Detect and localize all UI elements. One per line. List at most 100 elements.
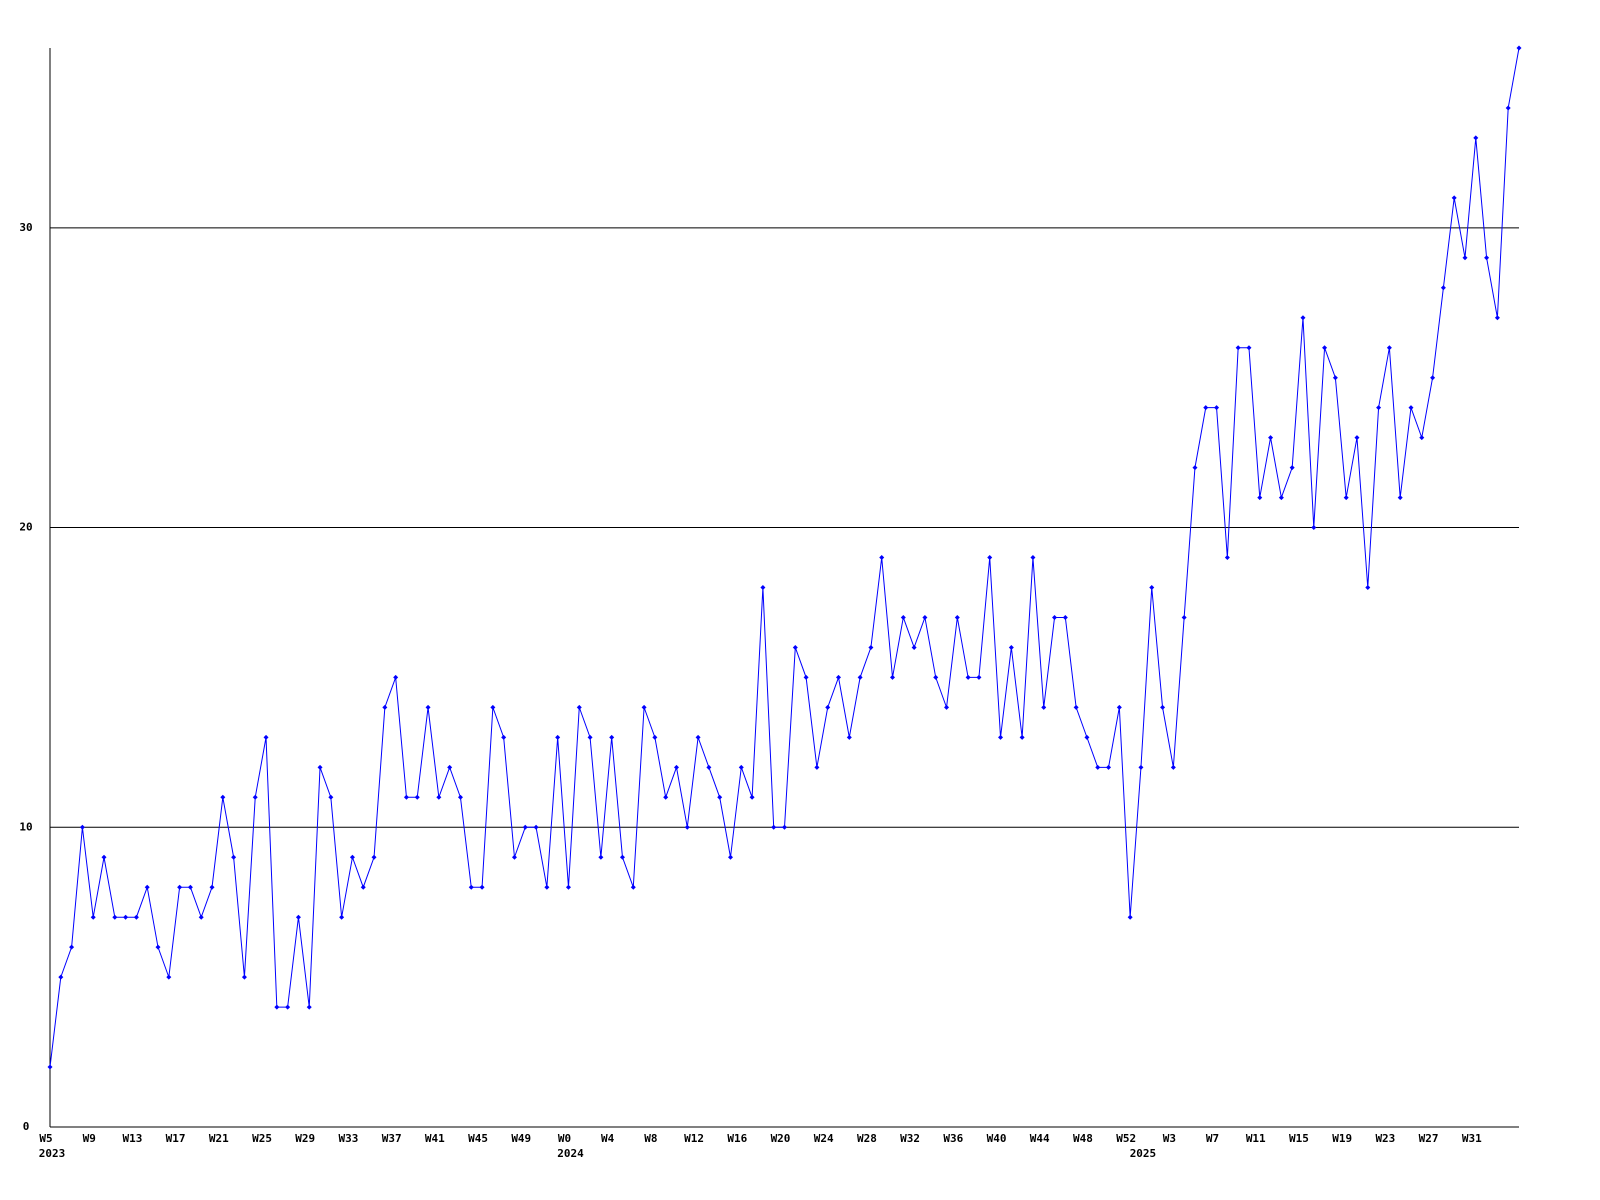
point-marker [1300, 315, 1306, 321]
point-marker [1376, 405, 1382, 411]
x-tick-label: W28 [857, 1132, 877, 1145]
point-marker [306, 1004, 312, 1010]
point-marker [112, 914, 118, 920]
point-marker [576, 704, 582, 710]
point-marker [965, 674, 971, 680]
point-marker [987, 555, 993, 561]
point-marker [1116, 704, 1122, 710]
point-marker [1224, 555, 1230, 561]
point-marker [1170, 764, 1176, 770]
point-marker [706, 764, 712, 770]
point-marker [1430, 375, 1436, 381]
point-marker [1030, 555, 1036, 561]
point-marker [1106, 764, 1112, 770]
point-marker [220, 794, 226, 800]
point-marker [1084, 734, 1090, 740]
point-marker [1322, 345, 1328, 351]
point-marker [447, 764, 453, 770]
point-marker [1343, 495, 1349, 501]
point-marker [479, 884, 485, 890]
point-marker [501, 734, 507, 740]
x-tick-label: W17 [166, 1132, 186, 1145]
point-marker [738, 764, 744, 770]
point-marker [944, 704, 950, 710]
point-marker [436, 794, 442, 800]
x-year-label: 2023 [39, 1147, 66, 1160]
point-marker [565, 884, 571, 890]
point-marker [1203, 405, 1209, 411]
point-marker [782, 824, 787, 830]
x-tick-label: W8 [644, 1132, 657, 1145]
point-marker [1289, 465, 1295, 471]
point-marker [1278, 495, 1284, 501]
point-marker [187, 884, 193, 890]
point-marker [360, 884, 366, 890]
point-marker [641, 704, 647, 710]
x-tick-label: W45 [468, 1132, 488, 1145]
point-marker [857, 674, 863, 680]
point-marker [133, 914, 139, 920]
point-marker [727, 854, 733, 860]
x-tick-label: W19 [1332, 1132, 1352, 1145]
point-marker [490, 704, 496, 710]
point-marker [1451, 195, 1457, 201]
point-marker [587, 734, 593, 740]
x-tick-label: W13 [122, 1132, 142, 1145]
point-marker [825, 704, 831, 710]
x-tick-label: W29 [295, 1132, 315, 1145]
point-marker [976, 674, 982, 680]
point-marker [403, 794, 409, 800]
point-marker [1127, 914, 1133, 920]
point-marker [1095, 764, 1101, 770]
point-marker [879, 555, 885, 561]
point-marker [166, 974, 172, 980]
y-tick-label: 10 [19, 820, 32, 833]
x-tick-label: W12 [684, 1132, 704, 1145]
point-marker [1019, 734, 1025, 740]
point-marker [998, 734, 1004, 740]
x-tick-label: W23 [1375, 1132, 1395, 1145]
point-marker [749, 794, 755, 800]
point-marker [760, 585, 766, 590]
point-marker [1160, 704, 1166, 710]
point-marker [1332, 375, 1338, 381]
x-year-label: 2024 [557, 1147, 584, 1160]
point-marker [717, 794, 723, 800]
point-marker [371, 854, 377, 860]
point-marker [673, 764, 679, 770]
point-marker [177, 884, 183, 890]
point-marker [1354, 435, 1360, 441]
point-marker [198, 914, 204, 920]
point-marker [792, 644, 798, 650]
x-tick-label: W41 [425, 1132, 445, 1145]
point-marker [1062, 614, 1068, 620]
point-marker [1440, 285, 1446, 291]
point-marker [123, 914, 129, 920]
point-marker [47, 1064, 53, 1070]
point-marker [393, 674, 399, 680]
point-marker [274, 1004, 280, 1010]
point-marker [1365, 585, 1371, 590]
x-tick-label: W16 [727, 1132, 747, 1145]
point-marker [1473, 135, 1479, 141]
point-marker [555, 734, 561, 740]
x-tick-label: W5 [39, 1132, 52, 1145]
point-marker [295, 914, 301, 920]
x-tick-label: W48 [1073, 1132, 1093, 1145]
point-marker [1041, 704, 1047, 710]
point-marker [263, 734, 269, 740]
x-tick-label: W25 [252, 1132, 272, 1145]
x-tick-label: W0 [558, 1132, 571, 1145]
point-marker [814, 764, 820, 770]
x-tick-label: W32 [900, 1132, 920, 1145]
point-marker [252, 794, 258, 800]
point-marker [868, 644, 874, 650]
point-marker [90, 914, 96, 920]
point-marker [619, 854, 625, 860]
y-tick-label: 30 [19, 221, 32, 234]
x-tick-label: W11 [1246, 1132, 1266, 1145]
point-marker [58, 974, 64, 980]
x-tick-label: W40 [987, 1132, 1007, 1145]
point-marker [652, 734, 658, 740]
point-marker [1408, 405, 1414, 411]
